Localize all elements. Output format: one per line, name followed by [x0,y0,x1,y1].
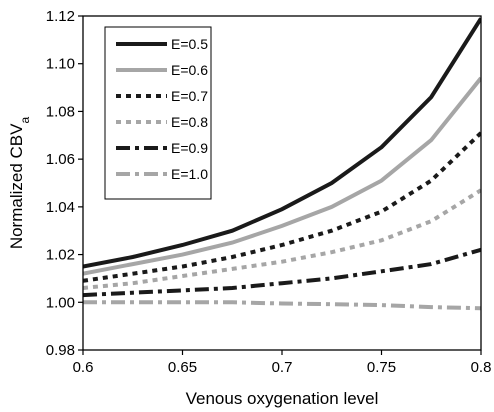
y-tick-label: 1.10 [46,56,75,73]
y-tick-label: 1.12 [46,8,75,25]
x-tick-label: 0.7 [272,359,293,376]
y-axis: 0.98 1.00 1.02 1.04 1.06 1.08 1.10 1.12 [46,8,83,359]
series-line-2 [83,76,481,276]
x-tick-label: 0.6 [73,359,94,376]
x-axis: 0.6 0.65 0.7 0.75 0.8 [73,350,492,376]
legend-label: E=0.5 [171,36,208,52]
y-axis-title-main: Normalized CBV [7,123,26,249]
y-tick-label: 1.00 [46,294,75,311]
y-tick-label: 1.02 [46,247,75,264]
y-tick-label: 1.08 [46,103,75,120]
x-tick-label: 0.8 [471,359,492,376]
series-line-1 [83,17,481,269]
y-tick-label: 0.98 [46,342,75,359]
y-axis-title-subscript: a [18,117,32,124]
legend-label: E=0.6 [171,62,208,78]
legend-label: E=1.0 [171,166,208,182]
legend-label: E=0.8 [171,114,208,130]
y-tick-label: 1.06 [46,151,75,168]
legend-box [104,26,212,200]
x-tick-label: 0.65 [168,359,197,376]
legend: E=0.5 E=0.6 E=0.7 E=0.8 E=0.9 E=1.0 [104,26,212,200]
x-axis-title: Venous oxygenation level [186,389,379,408]
legend-label: E=0.9 [171,140,208,156]
series-line-4 [83,188,481,290]
legend-label: E=0.7 [171,88,208,104]
y-tick-label: 1.04 [46,199,75,216]
series-line-5 [83,247,481,298]
x-tick-label: 0.75 [367,359,396,376]
y-axis-title: Normalized CBVa [7,117,32,250]
series-line-6 [83,300,481,311]
series-lines [83,17,481,311]
series-line-3 [83,131,481,283]
